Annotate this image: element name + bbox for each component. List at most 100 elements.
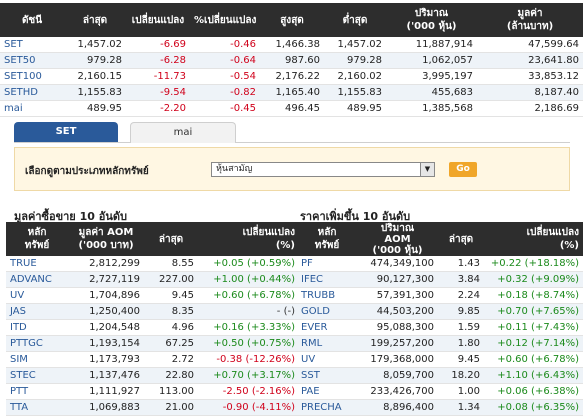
aom-volume: 233,426,700: [357, 383, 438, 400]
header-volume-l2: ('000 หุ้น): [406, 21, 457, 32]
last-price: 21.00: [144, 399, 198, 416]
symbol-link[interactable]: PRECHA: [297, 399, 357, 416]
aom-volume: 44,503,200: [357, 303, 438, 320]
table-row: UV 179,368,000 9.45 +0.60 (+6.78%): [297, 351, 583, 368]
symbol-link[interactable]: SIM: [6, 351, 68, 368]
symbol-link[interactable]: JAS: [6, 303, 68, 320]
top-gainers-header-row: หลัก ทรัพย์ ปริมาณ AOM ('000 หุ้น) ล่าสุด เ…: [297, 222, 583, 256]
price-change: +0.11 (+7.43%): [484, 319, 583, 336]
header-volume-l2: AOM: [384, 233, 411, 245]
go-button[interactable]: Go: [449, 162, 477, 177]
last-price: 67.25: [144, 335, 198, 352]
aom-value: 2,727,119: [68, 271, 144, 288]
table-row: ADVANC 2,727,119 227.00 +1.00 (+0.44%): [6, 271, 299, 288]
last-price: 1.34: [438, 399, 484, 416]
index-pct-change: -0.45: [190, 100, 260, 117]
top-gainers-title: ราคาเพิ่มขึ้น 10 อันดับ: [300, 210, 411, 223]
symbol-link[interactable]: STEC: [6, 367, 68, 384]
index-name[interactable]: SET100: [0, 68, 64, 85]
index-pct-change: -0.64: [190, 52, 260, 69]
header-volume-l1: ปริมาณ: [380, 222, 415, 234]
aom-value: 1,250,400: [68, 303, 144, 320]
header-volume-l3: ('000 หุ้น): [372, 244, 423, 256]
header-pct-change: %เปลี่ยนแปลง: [194, 14, 257, 26]
last-price: 18.20: [438, 367, 484, 384]
header-last: ล่าสุด: [448, 233, 474, 245]
last-price: 4.96: [144, 319, 198, 336]
symbol-link[interactable]: EVER: [297, 319, 357, 336]
header-last: ล่าสุด: [158, 233, 184, 245]
header-change: เปลี่ยนแปลง (%): [484, 222, 583, 256]
symbol-link[interactable]: ADVANC: [6, 271, 68, 288]
index-change: -6.28: [126, 52, 190, 69]
index-name[interactable]: SET: [0, 37, 64, 53]
top-value-table: หลัก ทรัพย์ มูลค่า AOM ('000 บาท) ล่าสุด เ…: [6, 222, 299, 416]
price-change: +0.50 (+0.75%): [198, 335, 299, 352]
price-change: +0.32 (+9.09%): [484, 271, 583, 288]
symbol-link[interactable]: PTT: [6, 383, 68, 400]
index-name[interactable]: SET50: [0, 52, 64, 69]
last-price: 1.43: [438, 256, 484, 272]
aom-value: 1,173,793: [68, 351, 144, 368]
last-price: 22.80: [144, 367, 198, 384]
symbol-link[interactable]: ITD: [6, 319, 68, 336]
aom-value: 2,812,299: [68, 256, 144, 272]
tab-set[interactable]: SET: [14, 122, 118, 142]
symbol-link[interactable]: TTA: [6, 399, 68, 416]
chevron-down-icon[interactable]: ▼: [420, 163, 434, 176]
header-last: ล่าสุด: [82, 14, 108, 26]
index-change: -11.73: [126, 68, 190, 85]
price-change: +0.08 (+6.35%): [484, 399, 583, 416]
symbol-link[interactable]: IFEC: [297, 271, 357, 288]
symbol-link[interactable]: UV: [297, 351, 357, 368]
aom-value: 1,137,476: [68, 367, 144, 384]
top-value-title: มูลค่าซื้อขาย 10 อันดับ: [14, 210, 127, 223]
price-change: +1.00 (+0.44%): [198, 271, 299, 288]
header-volume-l1: ปริมาณ: [414, 8, 449, 19]
aom-volume: 8,059,700: [357, 367, 438, 384]
index-high: 1,466.38: [260, 37, 324, 53]
symbol-link[interactable]: GOLD: [297, 303, 357, 320]
symbol-link[interactable]: PTTGC: [6, 335, 68, 352]
header-symbol-l1: หลัก: [317, 227, 337, 238]
tab-mai[interactable]: mai: [130, 122, 236, 143]
index-high: 496.45: [260, 100, 324, 117]
index-value: 8,187.40: [477, 84, 583, 101]
header-symbol-l2: ทรัพย์: [24, 240, 50, 251]
index-high: 987.60: [260, 52, 324, 69]
symbol-link[interactable]: RML: [297, 335, 357, 352]
table-row: TRUE 2,812,299 8.55 +0.05 (+0.59%): [6, 256, 299, 272]
index-last: 2,160.15: [64, 68, 126, 85]
index-name[interactable]: mai: [0, 100, 64, 117]
last-price: 1.59: [438, 319, 484, 336]
index-volume: 455,683: [386, 84, 477, 101]
last-price: 9.45: [438, 351, 484, 368]
index-high: 1,165.40: [260, 84, 324, 101]
header-change-l1: เปลี่ยนแปลง: [526, 227, 579, 238]
symbol-link[interactable]: PF: [297, 256, 357, 272]
table-row: SIM 1,173,793 2.72 -0.38 (-12.26%): [6, 351, 299, 368]
symbol-link[interactable]: TRUBB: [297, 287, 357, 304]
index-change: -9.54: [126, 84, 190, 101]
aom-volume: 199,257,200: [357, 335, 438, 352]
symbol-link[interactable]: SST: [297, 367, 357, 384]
header-change-l1: เปลี่ยนแปลง: [242, 227, 295, 238]
index-pct-change: -0.54: [190, 68, 260, 85]
header-aom: มูลค่า AOM ('000 บาท): [68, 222, 144, 256]
index-value: 2,186.69: [477, 100, 583, 117]
index-volume: 1,062,057: [386, 52, 477, 69]
header-value: มูลค่า (ล้านบาท): [477, 3, 583, 37]
index-last: 1,457.02: [64, 37, 126, 53]
table-row: RML 199,257,200 1.80 +0.12 (+7.14%): [297, 335, 583, 352]
symbol-link[interactable]: UV: [6, 287, 68, 304]
aom-value: 1,069,883: [68, 399, 144, 416]
security-type-select[interactable]: หุ้นสามัญ ▼: [211, 162, 435, 177]
index-name[interactable]: SETHD: [0, 84, 64, 101]
price-change: - (-): [198, 303, 299, 320]
symbol-link[interactable]: PAE: [297, 383, 357, 400]
filter-label: เลือกดูตามประเภทหลักทรัพย์: [25, 166, 149, 177]
index-volume: 11,887,914: [386, 37, 477, 53]
symbol-link[interactable]: TRUE: [6, 256, 68, 272]
header-low: ต่ำสุด: [342, 14, 368, 26]
index-row: SET 1,457.02 -6.69 -0.46 1,466.38 1,457.02 11,…: [0, 37, 583, 53]
